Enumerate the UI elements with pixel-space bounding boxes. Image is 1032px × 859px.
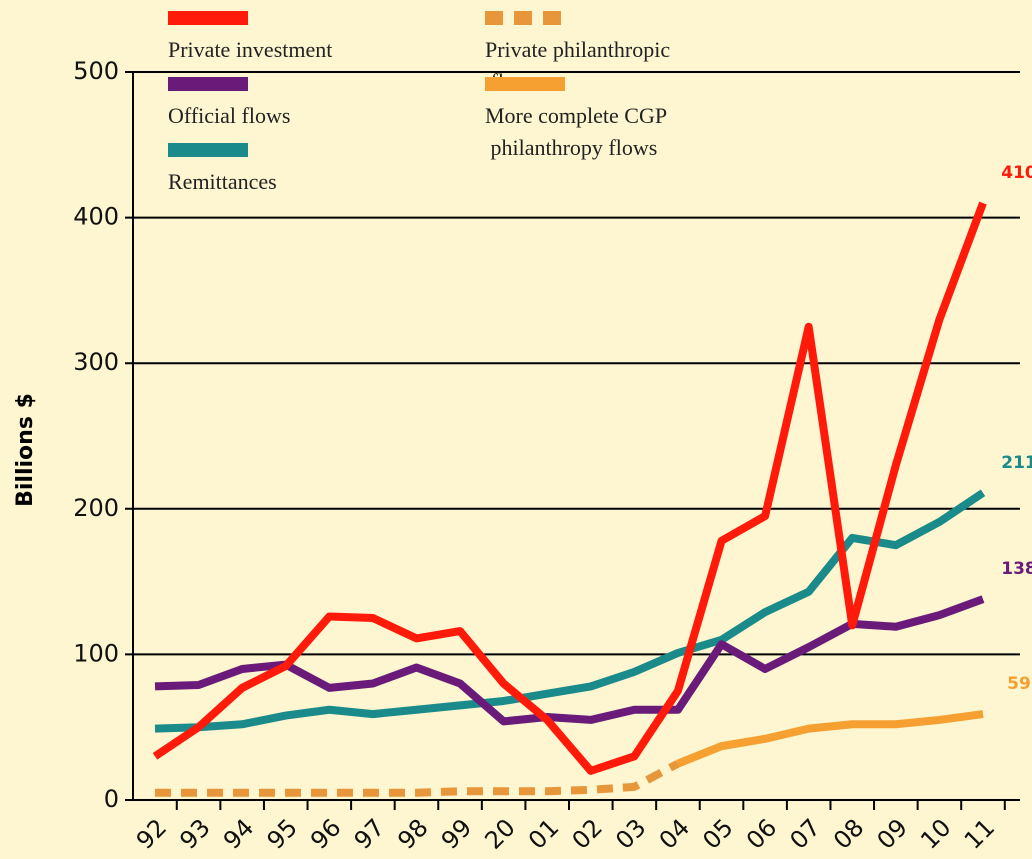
series-line: [155, 760, 680, 797]
y-axis-label: Billions $: [13, 393, 38, 507]
end-label: 410: [1001, 163, 1032, 183]
series-line: [152, 201, 987, 775]
y-tick-label: 500: [73, 57, 119, 85]
legend-label: Official flows: [168, 103, 290, 128]
y-tick-label: 100: [73, 639, 119, 667]
legend-label: Private investment: [168, 37, 332, 62]
series-line: [676, 710, 984, 768]
legend-label: Remittances: [168, 169, 277, 194]
end-label: 211: [1001, 453, 1032, 473]
legend-label: More complete CGP philanthropy flows: [485, 103, 667, 160]
end-label: 138: [1001, 559, 1032, 579]
y-tick-label: 200: [73, 494, 119, 522]
end-label: 59: [1007, 674, 1031, 694]
y-tick-label: 0: [104, 785, 119, 813]
series-line: [154, 595, 985, 726]
y-tick-label: 400: [73, 203, 119, 231]
y-tick-label: 300: [73, 348, 119, 376]
series-line: [154, 489, 986, 733]
